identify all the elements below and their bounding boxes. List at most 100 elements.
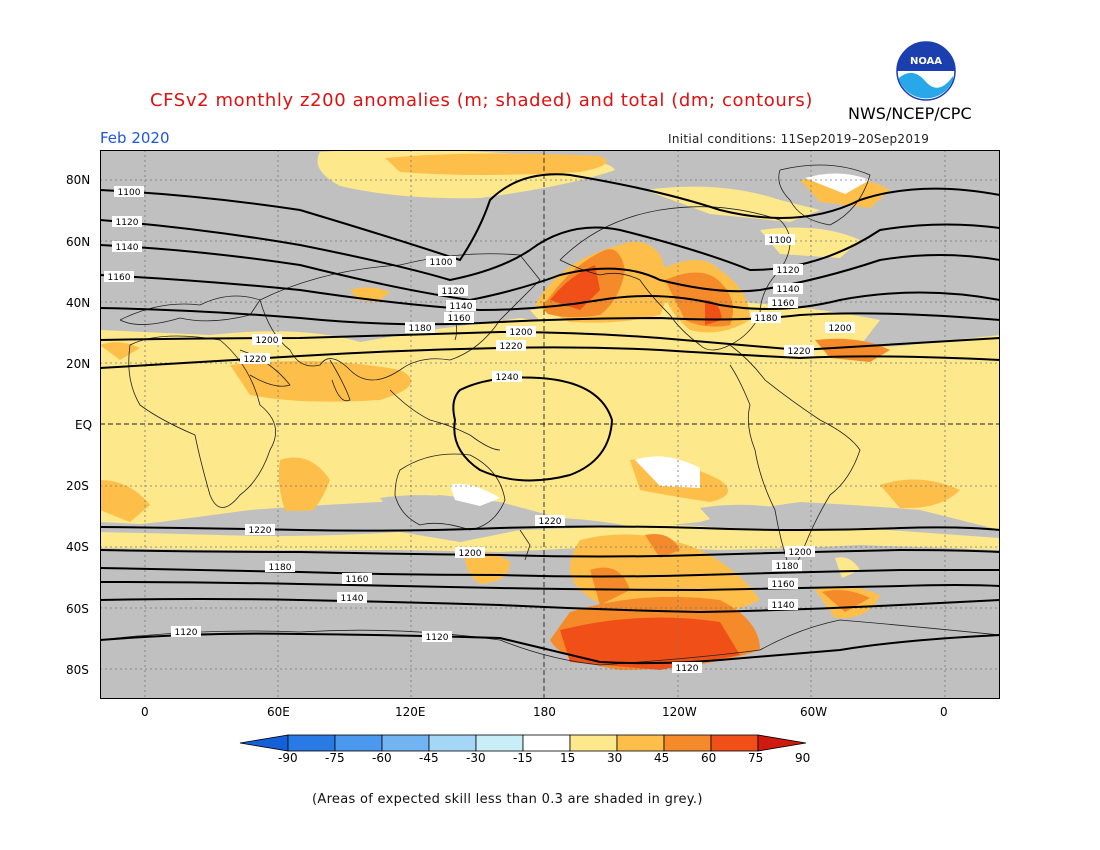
svg-text:1140: 1140 [116,243,139,253]
anomaly-30-45 [278,457,330,522]
colorbar-cell [287,734,336,752]
contour-label: 1180 [405,322,435,334]
svg-text:1120: 1120 [442,287,465,297]
lon-label: 120E [395,705,426,719]
colorbar-cell [710,734,759,752]
contour-label: 1120 [112,216,142,228]
svg-text:1180: 1180 [269,563,292,573]
contour-label: 1200 [252,334,282,346]
anomaly-15-30 [835,557,860,578]
anomaly-15-30 [645,186,820,222]
colorbar-tick-label: -75 [325,751,345,765]
map-title: CFSv2 monthly z200 anomalies (m; shaded)… [150,90,814,111]
contour-label: 1160 [444,312,474,324]
svg-text:1160: 1160 [772,299,795,309]
contour-label: 1220 [784,345,814,357]
contour-label: 1160 [342,573,372,585]
contour-label: 1100 [765,234,795,246]
contour-label: 1160 [768,578,798,590]
svg-text:1220: 1220 [539,517,562,527]
contour-label: 1100 [426,256,456,268]
contour-label: 1120 [171,626,201,638]
colorbar [239,734,807,752]
contour-label: 1180 [265,561,295,573]
contour-label: 1180 [751,312,781,324]
anomaly-neutral [450,483,500,506]
initial-conditions-label: Initial conditions: 11Sep2019–20Sep2019 [668,132,930,146]
svg-text:1100: 1100 [769,236,792,246]
contour-label: 1100 [114,186,144,198]
height-contours [100,173,1000,665]
svg-text:1140: 1140 [450,302,473,312]
colorbar-cell [616,734,665,752]
svg-text:1220: 1220 [500,342,523,352]
lon-label: 0 [940,705,948,719]
svg-text:1120: 1120 [777,266,800,276]
contour-label: 1220 [240,353,270,365]
svg-text:1100: 1100 [118,188,141,198]
contour-label: 1140 [773,283,803,295]
svg-text:1160: 1160 [772,580,795,590]
valid-month-label: Feb 2020 [100,129,170,147]
contour-label: 1120 [438,285,468,297]
anomaly-30-45 [465,552,510,584]
colorbar-cell [334,734,383,752]
noaa-logo-icon: NOAA [896,41,956,101]
lat-label: 80S [66,663,89,677]
colorbar-tick-label: -45 [419,751,439,765]
colorbar-cell [569,734,618,752]
anomaly-map: 1100 1120 1140 1160 1100 1120 1140 1160 … [100,150,1000,699]
colorbar-cell [475,734,524,752]
contour-label: 1140 [112,241,142,253]
colorbar-tick-label: -60 [372,751,392,765]
colorbar-tick-label: -90 [278,751,298,765]
svg-text:1160: 1160 [346,575,369,585]
colorbar-tick-label: 90 [795,751,811,765]
svg-text:1200: 1200 [829,324,852,334]
contour-label: 1140 [446,300,476,312]
svg-text:1140: 1140 [341,594,364,604]
colorbar-cell [381,734,430,752]
contour-label: 1200 [506,326,536,338]
anomaly-45-60 [645,534,680,558]
anomaly-15-30 [100,524,1000,552]
svg-text:1100: 1100 [430,258,453,268]
contour-label: 1220 [245,524,275,536]
svg-text:1120: 1120 [175,628,198,638]
lat-label: EQ [75,418,93,432]
svg-text:1240: 1240 [496,373,519,383]
colorbar-arrow-high [757,734,807,752]
svg-text:1120: 1120 [676,664,699,674]
svg-text:1120: 1120 [426,633,449,643]
svg-text:1200: 1200 [510,328,533,338]
colorbar-cell [428,734,477,752]
colorbar-tick-label: 30 [607,751,623,765]
contour-labels: 1100 1120 1140 1160 1100 1120 1140 1160 … [104,186,855,674]
anomaly-45-60 [822,590,870,612]
colorbar-tick-label: 45 [654,751,670,765]
colorbar-tick-label: 60 [701,751,717,765]
lat-label: 60S [66,602,89,616]
svg-text:1180: 1180 [776,562,799,572]
colorbar-tick-label: 75 [748,751,764,765]
colorbar-tick-label: 15 [560,751,576,765]
lon-label: 60W [800,705,828,719]
contour-label: 1160 [768,297,798,309]
svg-text:1200: 1200 [459,549,482,559]
anomaly-30-45 [880,479,960,509]
coastlines [100,164,1000,666]
contour-label: 1220 [535,515,565,527]
lon-label: 60E [267,705,290,719]
contour-label: 1180 [772,560,802,572]
contour-label: 1120 [672,662,702,674]
svg-text:1140: 1140 [777,285,800,295]
svg-text:1220: 1220 [249,526,272,536]
contour-label: 1120 [422,631,452,643]
anomaly-30-45 [385,153,607,175]
svg-text:1200: 1200 [256,336,279,346]
anomaly-60-75 [550,265,600,310]
contour-label: 1160 [104,271,134,283]
footnote: (Areas of expected skill less than 0.3 a… [312,792,703,807]
lon-label: 180 [533,705,556,719]
contour-label: 1120 [773,264,803,276]
